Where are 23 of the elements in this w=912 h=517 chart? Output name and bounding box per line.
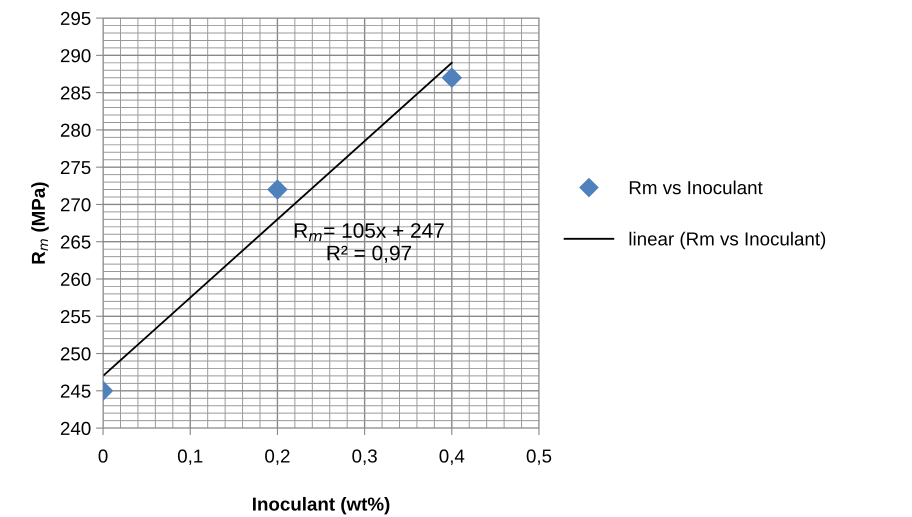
- x-tick-label: 0,4: [440, 449, 464, 465]
- y-tick-label: 285: [60, 86, 90, 100]
- x-tick-label: 0,1: [178, 449, 202, 465]
- x-tick-label: 0,3: [352, 449, 377, 465]
- y-axis-title: R$_{m}$ (MPa): [31, 182, 49, 264]
- y-tick-label: 280: [60, 124, 91, 137]
- y-tick-label: 290: [60, 49, 91, 62]
- annotation: R$_{m}$= 105x + 247 R² = 0,97: [294, 223, 444, 263]
- legend-label: linear (Rm vs Inoculant): [630, 232, 826, 250]
- x-axis-title: Inoculant (wt%): [253, 496, 390, 514]
- x-tick-label: 0,2: [265, 449, 290, 465]
- y-tick-label: 240: [60, 422, 91, 436]
- y-tick-label: 265: [60, 235, 90, 249]
- y-tick-label: 250: [60, 347, 91, 361]
- y-tick-label: 295: [60, 12, 90, 26]
- legend-label: Rm vs Inoculant: [630, 180, 763, 194]
- y-tick-label: 255: [60, 310, 90, 324]
- y-tick-label: 245: [60, 384, 90, 398]
- x-tick-label: 0: [98, 449, 108, 463]
- x-tick-label: 0,5: [526, 449, 552, 465]
- y-tick-label: 260: [60, 272, 91, 286]
- y-tick-label: 275: [60, 160, 90, 174]
- y-tick-label: 270: [60, 198, 91, 212]
